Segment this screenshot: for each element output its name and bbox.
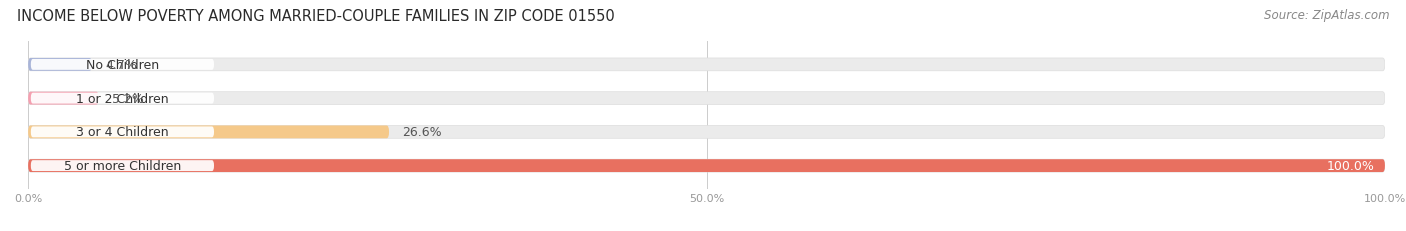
FancyBboxPatch shape [28,160,1385,172]
Text: No Children: No Children [86,59,159,72]
FancyBboxPatch shape [31,60,214,70]
FancyBboxPatch shape [28,92,98,105]
Text: 1 or 2 Children: 1 or 2 Children [76,92,169,105]
FancyBboxPatch shape [28,160,1385,172]
FancyBboxPatch shape [28,126,1385,139]
Text: Source: ZipAtlas.com: Source: ZipAtlas.com [1264,9,1389,22]
Text: 4.7%: 4.7% [105,59,138,72]
FancyBboxPatch shape [31,161,214,171]
FancyBboxPatch shape [28,92,1385,105]
FancyBboxPatch shape [28,59,91,71]
Text: 3 or 4 Children: 3 or 4 Children [76,126,169,139]
Text: 100.0%: 100.0% [1326,159,1374,172]
FancyBboxPatch shape [31,93,214,104]
Text: 5 or more Children: 5 or more Children [63,159,181,172]
Text: 5.2%: 5.2% [112,92,145,105]
FancyBboxPatch shape [28,59,1385,71]
Text: 26.6%: 26.6% [402,126,443,139]
FancyBboxPatch shape [28,126,389,139]
FancyBboxPatch shape [31,127,214,138]
Text: INCOME BELOW POVERTY AMONG MARRIED-COUPLE FAMILIES IN ZIP CODE 01550: INCOME BELOW POVERTY AMONG MARRIED-COUPL… [17,9,614,24]
